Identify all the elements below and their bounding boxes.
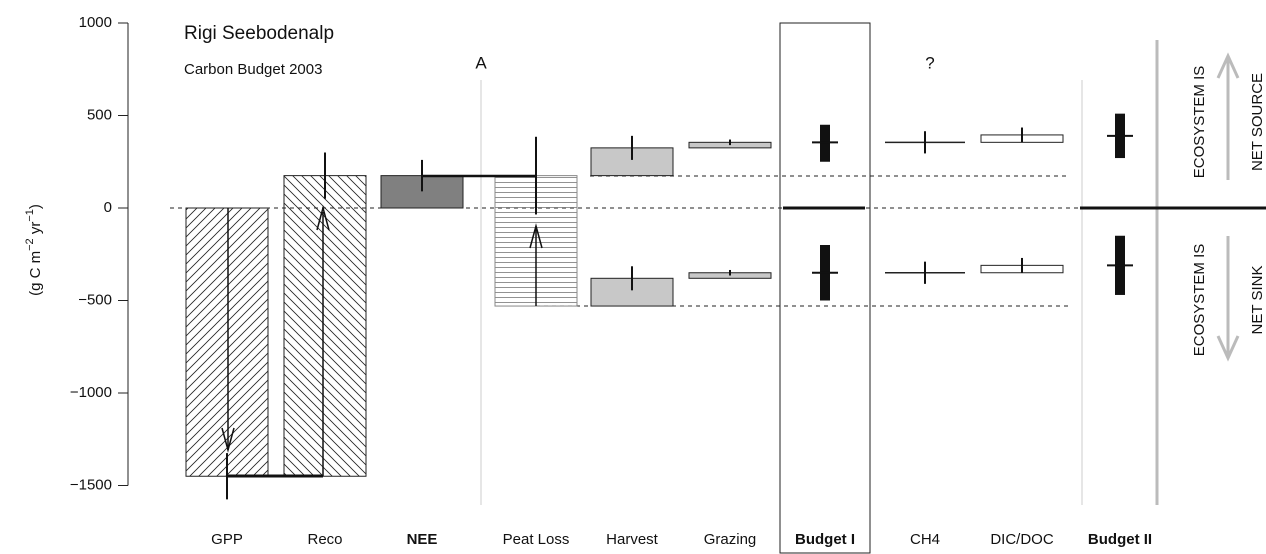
x-tick-label: Reco bbox=[307, 531, 342, 548]
arrow-head bbox=[529, 223, 543, 249]
side-label: NET SINK bbox=[1249, 266, 1266, 335]
arrow-head bbox=[221, 427, 235, 453]
y-axis-label-part: −1 bbox=[24, 209, 36, 222]
layout: Rigi Seebodenalp Carbon Budget 2003 A ? … bbox=[24, 22, 1266, 554]
annotation: A bbox=[475, 53, 487, 72]
y-axis-label: (g C m−2 yr−1) bbox=[24, 204, 44, 296]
x-tick-label: Harvest bbox=[606, 531, 659, 548]
y-axis-label-part: (g C m bbox=[27, 251, 44, 296]
y-axis-label-part: yr bbox=[27, 222, 44, 239]
x-tick-label: NEE bbox=[407, 531, 438, 548]
x-tick-label: Budget II bbox=[1088, 531, 1152, 548]
chart-title: Rigi Seebodenalp bbox=[184, 23, 334, 44]
x-tick-label: GPP bbox=[211, 531, 243, 548]
side-label: ECOSYSTEM IS bbox=[1191, 66, 1208, 179]
x-tick-label: Peat Loss bbox=[503, 531, 570, 548]
y-tick-label: −1000 bbox=[70, 384, 112, 401]
bar bbox=[185, 207, 269, 477]
x-tick-label: Budget I bbox=[795, 531, 855, 548]
side-label: ECOSYSTEM IS bbox=[1191, 244, 1208, 357]
bar bbox=[283, 175, 367, 477]
x-tick-label: CH4 bbox=[910, 531, 940, 548]
x-tick-label: Grazing bbox=[704, 531, 757, 548]
arrow-head bbox=[1216, 52, 1240, 79]
y-axis-label-part: ) bbox=[27, 204, 44, 209]
y-axis-label-part: −2 bbox=[24, 238, 36, 251]
annotation: ? bbox=[925, 53, 934, 72]
y-tick-label: 0 bbox=[104, 199, 112, 216]
arrow-head bbox=[316, 205, 330, 231]
budget-box bbox=[779, 22, 871, 554]
arrow-head bbox=[1216, 335, 1240, 362]
y-tick-label: 500 bbox=[87, 106, 112, 123]
side-label: NET SOURCE bbox=[1249, 73, 1266, 171]
y-tick-label: −500 bbox=[78, 291, 112, 308]
chart-subtitle: Carbon Budget 2003 bbox=[184, 61, 322, 78]
y-tick-label: −1500 bbox=[70, 476, 112, 493]
x-tick-label: DIC/DOC bbox=[990, 531, 1054, 548]
y-tick-label: 1000 bbox=[79, 14, 112, 31]
